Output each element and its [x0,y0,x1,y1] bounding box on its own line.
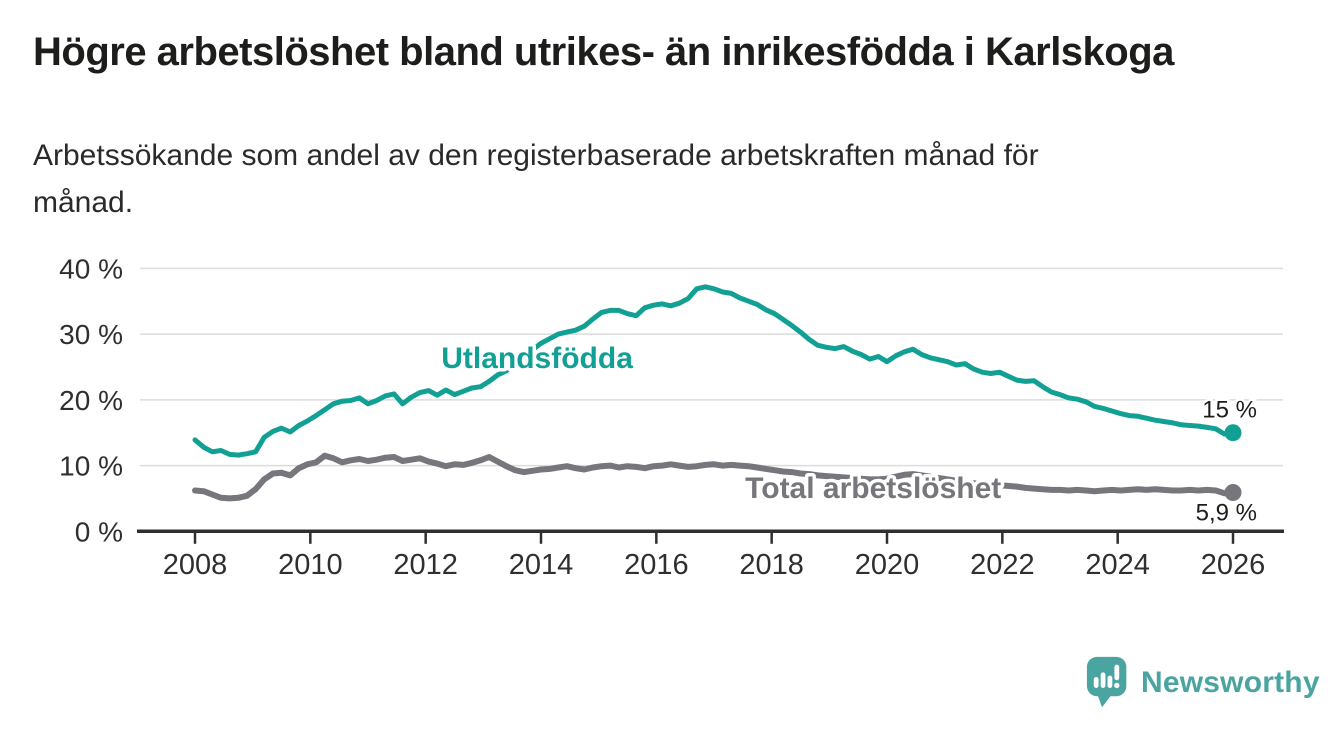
x-axis-tick-label: 2024 [1085,549,1150,581]
x-axis-tick-label: 2014 [509,549,574,581]
x-axis-tick-label: 2018 [739,549,804,581]
series-end-value-label: 15 % [1202,397,1257,424]
subtitle-line-1: Arbetssökande som andel av den registerb… [33,139,1039,172]
newsworthy-logo: Newsworthy [1086,655,1320,710]
newsworthy-logo-icon [1086,656,1127,708]
series-label-utlandsfodda: Utlandsfödda [441,342,633,375]
newsworthy-logo-text: Newsworthy [1141,665,1320,699]
series-line-total [192,452,1236,502]
subtitle-line-2: månad. [33,185,134,219]
y-axis-tick-label: 0 % [75,516,123,547]
series-end-dot [1224,424,1242,442]
chart-subtitle: Arbetssökande som andel av den registerb… [33,133,1263,226]
series-end-value-label: 5,9 % [1196,500,1257,527]
y-axis-tick-label: 30 % [59,319,123,350]
y-axis-tick-label: 40 % [59,253,123,284]
x-axis-tick-label: 2022 [970,549,1035,581]
x-axis-tick-label: 2010 [278,549,343,581]
x-axis-tick-label: 2016 [624,549,689,581]
y-axis-tick-label: 10 % [59,451,123,482]
series-label-total: Total arbetslöshet [745,472,1001,505]
x-axis-tick-label: 2020 [855,549,920,581]
y-axis-tick-label: 20 % [59,385,123,416]
x-axis-tick-label: 2008 [163,549,228,581]
series-line-utlandsfodda [192,284,1236,458]
x-axis-tick-label: 2012 [393,549,458,581]
series-end-dot [1224,484,1242,502]
page-title: Högre arbetslöshet bland utrikes- än inr… [33,30,1174,74]
x-axis-tick-label: 2026 [1201,549,1266,581]
